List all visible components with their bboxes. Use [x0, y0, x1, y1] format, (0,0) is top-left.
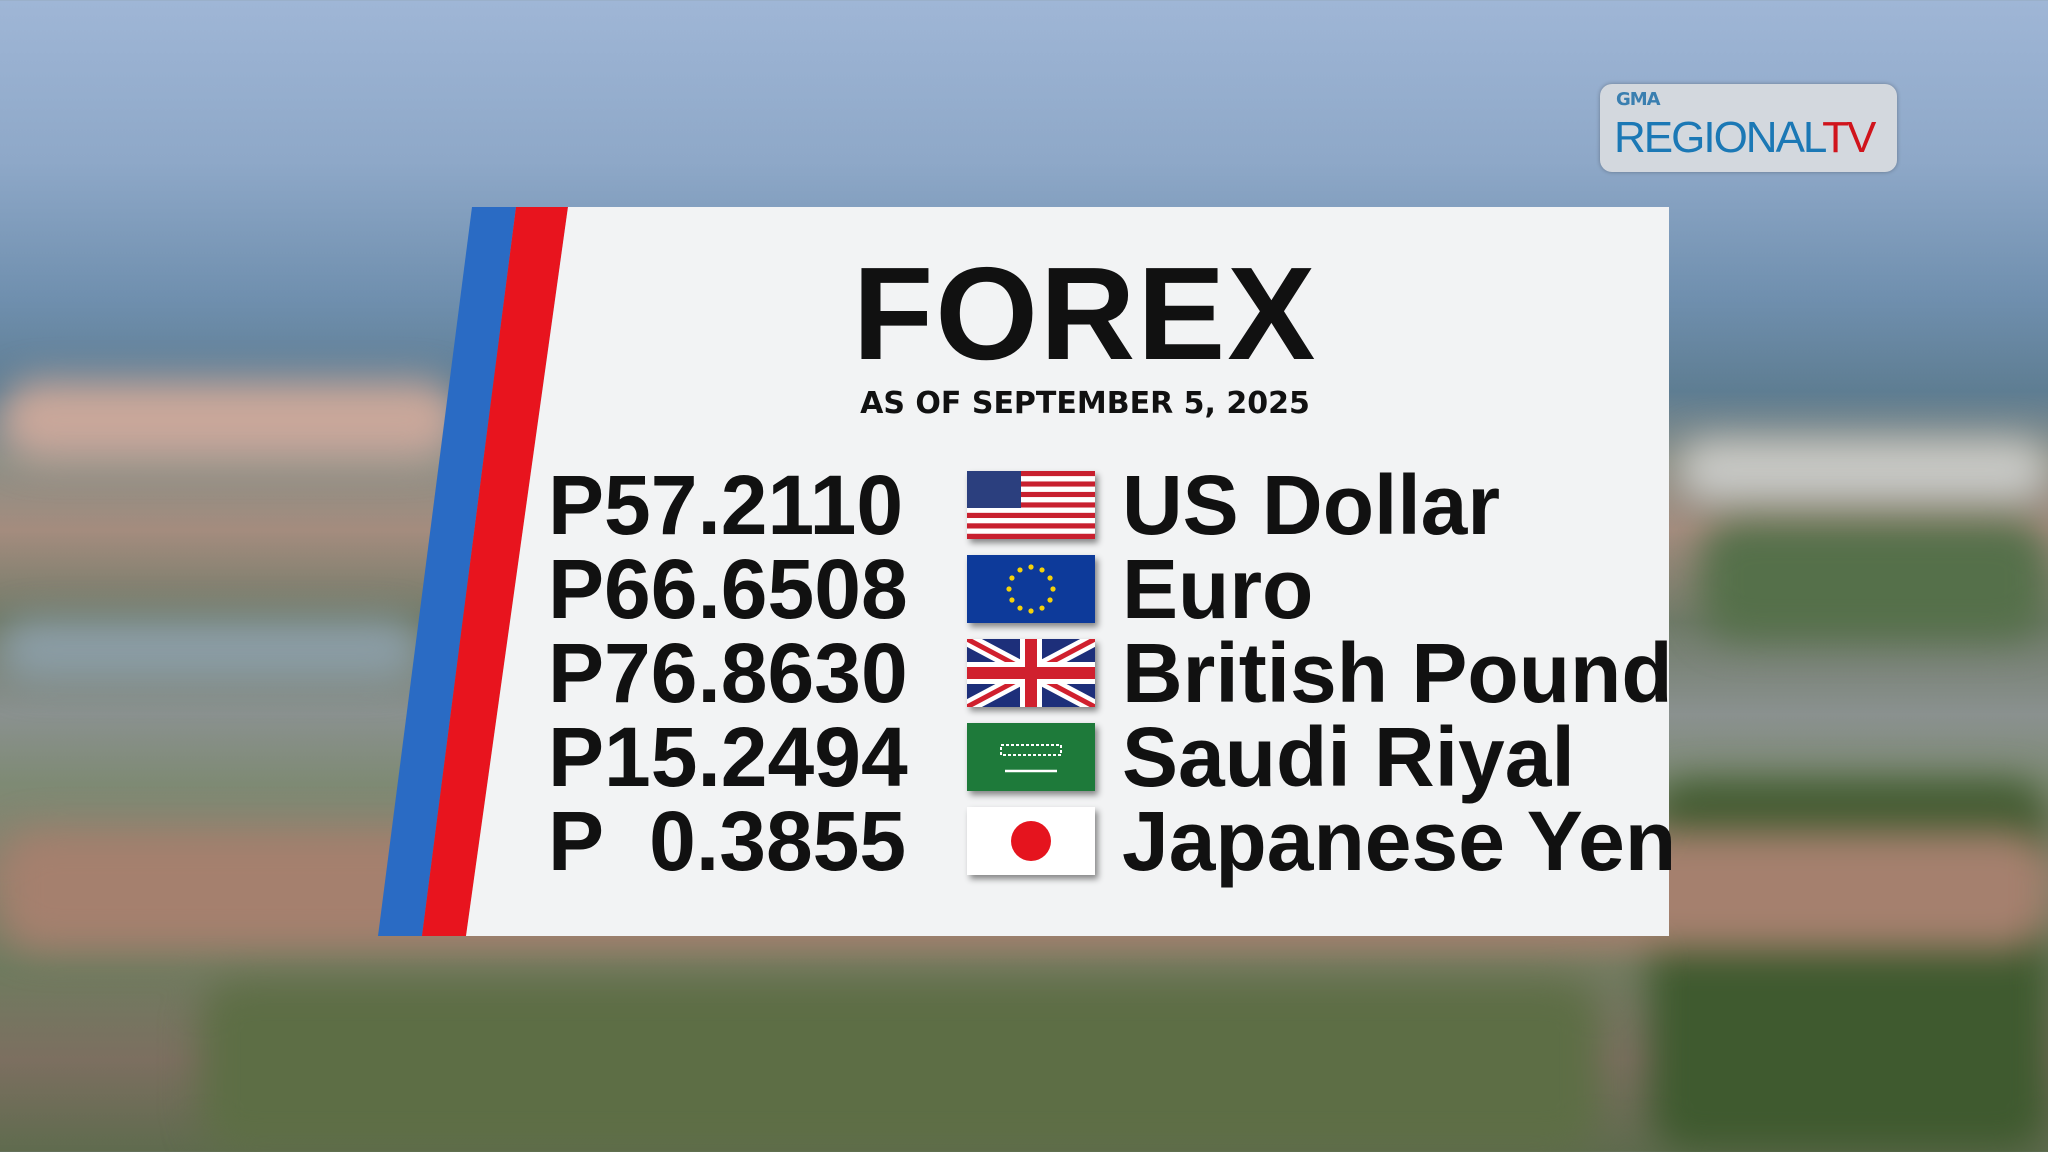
- rate-price: P15.2494: [548, 710, 908, 804]
- card-subtitle: AS OF SEPTEMBER 5, 2025: [860, 386, 1310, 421]
- currency-name: US Dollar: [1122, 458, 1501, 552]
- logo-brand-main: REGIONAL: [1614, 113, 1824, 162]
- forex-row: P15.2494 Saudi Riyal: [548, 715, 1658, 799]
- currency-name: British Pound: [1122, 626, 1673, 720]
- forex-row: P66.6508 Euro: [548, 547, 1658, 631]
- currency-name: Japanese Yen: [1122, 794, 1677, 888]
- forex-row: P57.2110 US Dollar: [548, 463, 1658, 547]
- rate-price: P76.8630: [548, 626, 908, 720]
- japan-flag-icon: [967, 807, 1095, 875]
- blue-stripe: [378, 207, 516, 936]
- currency-name: Euro: [1122, 542, 1314, 636]
- eu-flag-icon: [967, 555, 1095, 623]
- rate-price: P66.6508: [548, 542, 908, 636]
- logo-network: GMA: [1616, 89, 1661, 110]
- uk-flag-icon: [967, 639, 1095, 707]
- rate-price: P 0.3855: [548, 794, 907, 888]
- rate-price: P57.2110: [548, 458, 904, 552]
- red-stripe: [422, 207, 568, 936]
- forex-row: P76.8630 British Pound: [548, 626, 1673, 720]
- card-title: FOREX: [852, 240, 1318, 387]
- logo-brand-accent: TV: [1822, 113, 1876, 162]
- forex-row: P 0.3855 Japanese Yen: [548, 794, 1676, 888]
- gma-regional-tv-logo: GMA REGIONALTV: [1600, 84, 1897, 172]
- logo-brand: REGIONALTV: [1614, 113, 1876, 162]
- currency-name: Saudi Riyal: [1122, 710, 1575, 804]
- us-flag-icon: [967, 471, 1095, 539]
- saudi-flag-icon: [967, 723, 1095, 791]
